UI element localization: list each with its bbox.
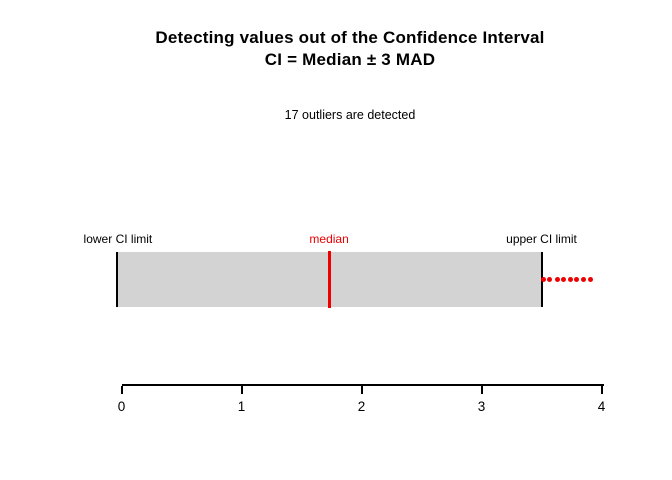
x-axis-tick-label: 0 — [117, 399, 126, 414]
chart-title: Detecting values out of the Confidence I… — [28, 27, 672, 71]
x-axis-tick — [360, 386, 363, 394]
x-axis-line — [121, 384, 604, 386]
upper-ci-limit-label: upper CI limit — [506, 232, 577, 246]
x-axis-tick — [240, 386, 243, 394]
outlier-dot — [588, 277, 594, 282]
outlier-dot — [541, 277, 547, 282]
x-axis-tick — [600, 386, 603, 394]
median-label: median — [309, 232, 349, 246]
x-axis-tick-label: 1 — [237, 399, 246, 414]
x-axis-tick-label: 4 — [597, 399, 606, 414]
lower-ci-limit-label: lower CI limit — [83, 232, 153, 246]
x-axis-tick-label: 2 — [357, 399, 366, 414]
outlier-count-annotation: 17 outliers are detected — [284, 108, 416, 122]
x-axis-tick-label: 3 — [477, 399, 486, 414]
chart-title-line1: Detecting values out of the Confidence I… — [155, 28, 545, 47]
outlier-dot — [547, 277, 553, 282]
outlier-dot — [554, 277, 560, 282]
outlier-dot — [560, 277, 566, 282]
x-axis-tick — [120, 386, 123, 394]
outlier-dot — [573, 277, 579, 282]
x-axis-tick — [480, 386, 483, 394]
outlier-dot — [581, 277, 586, 282]
chart-title-line2: CI = Median ± 3 MAD — [264, 50, 436, 69]
outlier-dot — [567, 277, 573, 282]
median-line — [327, 251, 331, 308]
